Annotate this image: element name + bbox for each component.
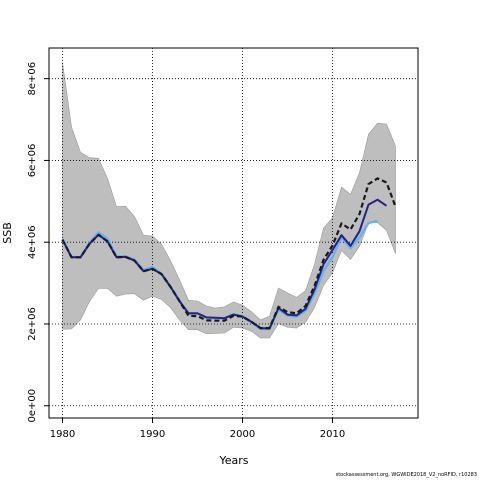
- confidence-band: [62, 62, 396, 339]
- series-line-layer: [61, 177, 397, 331]
- series-line-assessment-navy: [61, 198, 388, 330]
- axis-layer: 1980 1990 2000 2010 0e+00 2e+06 4e+06 6e+06 8e+0…: [27, 62, 345, 440]
- confidence-band-layer: [62, 62, 396, 339]
- x-tick-label: 2010: [320, 429, 345, 440]
- x-tick-label: 2000: [230, 429, 255, 440]
- plot-frame: [48, 47, 419, 419]
- x-tick-label: 1990: [140, 429, 165, 440]
- y-tick-label: 0e+00: [27, 389, 38, 423]
- y-axis-title: SSB: [1, 222, 14, 244]
- footnote: stockassessment.org, WGWIDE2018_V2_noRFI…: [335, 472, 477, 478]
- y-tick-label: 6e+06: [27, 144, 38, 178]
- series-line-assessment-dashed: [61, 177, 397, 330]
- y-tick-label: 2e+06: [27, 307, 38, 341]
- y-tick-label: 8e+06: [27, 62, 38, 96]
- y-tick-label: 4e+06: [27, 225, 38, 259]
- x-axis-title: Years: [218, 454, 248, 467]
- x-tick-label: 1980: [50, 429, 75, 440]
